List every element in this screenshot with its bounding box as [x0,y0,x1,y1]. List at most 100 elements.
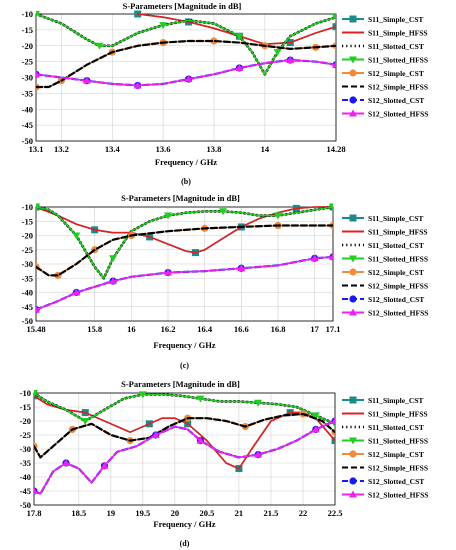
legend-marker [349,437,357,445]
y-tick-label: -30 [20,444,31,454]
legend-marker [349,308,357,316]
data-point-s12-slotted-hfss [151,431,160,438]
y-tick-label: -50 [22,316,33,326]
series-group [36,10,336,91]
legend-marker [349,450,357,458]
series-group [34,390,335,495]
legend-marker [349,255,357,263]
data-point-s12-slotted-hfss [100,461,109,469]
data-point-s11-slotted-hfss [235,33,244,41]
chart-title: S-Parameters [Magnitude in dB] [123,1,242,11]
legend: S11_Simple_CST S11_Simple_HFSS S11_Slotted… [342,396,428,500]
y-tick-label: -25 [22,245,33,255]
data-point-s12-slotted-hfss [310,254,319,262]
chart-title: S-Parameters [Magnitude in dB] [121,379,240,389]
y-tick-label: -15 [22,25,33,35]
x-tick-label: 13.4 [105,144,121,154]
y-tick-label: -35 [22,88,33,98]
legend-marker [349,268,357,276]
series-line-s11-simple-hfss [36,206,333,254]
data-point-s12-slotted-hfss [331,417,335,424]
legend-label: S12_Simple_CST [368,69,424,78]
y-tick-label: -20 [20,416,31,426]
legend-label: S12_Slotted_HFSS [368,309,428,318]
data-point-s11-slotted-hfss [81,418,90,425]
data-point-s12-slotted-hfss [332,60,336,68]
data-point-s12-slotted-hfss [184,75,193,83]
y-tick-label: -45 [22,120,33,130]
data-point-s11-slotted-hfss [219,208,227,216]
y-tick-label: -40 [22,288,33,298]
data-point-s12-slotted-hfss [196,436,205,444]
legend-label: S12_Slotted_HFSS [368,110,428,119]
legend-label: S12_Slotted_CST [368,96,424,105]
series-line-s11-slotted-hfss [36,13,336,76]
data-point-s12-slotted-hfss [109,277,117,285]
series-line-s11-simple-hfss [34,395,335,470]
series-group [36,203,333,314]
data-point-s12-slotted-hfss [235,63,244,71]
series-line-s12-slotted-cst [36,255,333,311]
legend-label: S11_Slotted_CST [368,423,424,432]
series-line-s11-slotted-hfss [36,206,333,280]
x-tick-label: 16.2 [161,324,176,334]
y-tick-label: -15 [22,216,33,226]
series-line-s12-slotted-cst [34,419,335,495]
y-tick-label: -35 [22,273,33,283]
data-point-s12-slotted-hfss [36,305,40,313]
legend-marker [349,56,357,64]
legend-label: S11_Simple_HFSS [368,410,428,419]
legend-label: S12_Simple_CST [368,450,424,459]
series-line-s12-slotted-hfss [34,420,335,495]
x-tick-label: 16 [127,324,136,334]
legend-label: S12_Simple_CST [368,268,424,277]
y-tick-label: -40 [22,104,33,114]
y-tick-label: -30 [22,73,33,83]
data-point-s11-slotted-hfss [311,412,320,420]
data-point-s12-slotted-hfss [254,450,263,458]
data-point-s11-slotted-hfss [95,42,104,50]
series-line-s12-slotted-hfss [36,256,333,311]
data-point-s11-slotted-hfss [109,255,117,263]
x-tick-label: 18.5 [71,508,86,518]
data-point-s11-slotted-hfss [329,204,333,211]
panel-caption: (d) [180,539,190,548]
series-line-s12-simple-hfss [36,224,333,277]
legend-label: S11_Simple_CST [368,396,423,405]
legend-marker [349,15,357,23]
data-point-s12-slotted-hfss [34,487,38,494]
legend-label: S12_Slotted_CST [368,295,424,304]
data-point-s11-simple-cst [34,392,38,400]
x-tick-label: 21.5 [264,508,279,518]
y-tick-label: -30 [22,259,33,269]
x-tick-label: 19 [107,508,116,518]
x-tick-label: 13.1 [29,144,44,154]
y-tick-label: -50 [22,136,33,146]
data-point-s12-slotted-hfss [72,288,81,296]
legend: S11_Simple_CST S11_Simple_HFSS S11_Slotted… [342,15,428,119]
x-tick-label: 19.5 [135,508,150,518]
legend-label: S12_Simple_HFSS [368,83,428,92]
data-point-s12-slotted-hfss [329,252,333,260]
legend-label: S11_Simple_CST [368,214,423,223]
legend-label: S11_Simple_HFSS [368,228,428,237]
chart-title: S-Parameters [Magnitude in dB] [121,193,240,203]
data-point-s11-slotted-hfss [72,232,81,240]
y-tick-label: -10 [22,9,33,19]
y-tick-label: -35 [20,458,31,468]
legend-label: S12_Slotted_HFSS [368,491,428,500]
x-tick-label: 15.48 [26,324,45,334]
x-tick-label: 13.2 [54,144,69,154]
x-tick-label: 14 [261,144,270,154]
x-tick-label: 13.8 [207,144,222,154]
data-point-s11-slotted-hfss [138,391,147,399]
data-point-s12-slotted-hfss [164,268,172,276]
data-point-s12-slotted-hfss [133,81,142,89]
legend-marker [349,214,357,222]
x-tick-label: 13.6 [156,144,171,154]
x-tick-label: 16.8 [271,324,286,334]
legend-marker [349,396,357,404]
legend-label: S11_Slotted_HFSS [368,56,428,65]
x-tick-label: 20.5 [199,508,214,518]
x-tick-label: 17 [310,324,319,334]
